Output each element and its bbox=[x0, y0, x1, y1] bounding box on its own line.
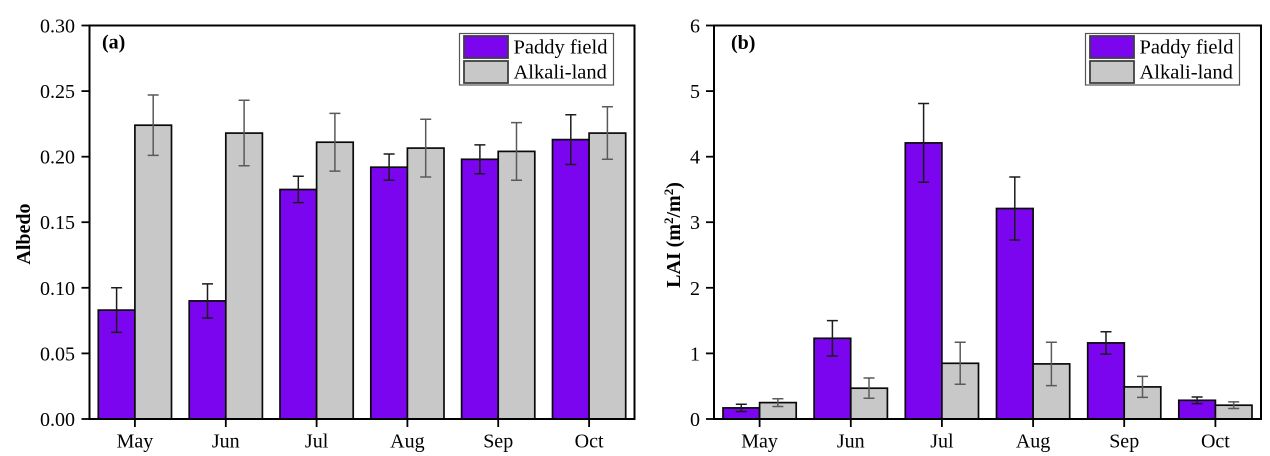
svg-text:5: 5 bbox=[690, 81, 700, 103]
svg-text:Sep: Sep bbox=[483, 431, 513, 453]
svg-text:Jun: Jun bbox=[837, 431, 865, 453]
svg-text:Oct: Oct bbox=[1201, 431, 1230, 453]
svg-text:0.30: 0.30 bbox=[40, 16, 75, 38]
svg-text:0.15: 0.15 bbox=[40, 212, 75, 234]
svg-text:3: 3 bbox=[690, 212, 700, 234]
svg-text:Aug: Aug bbox=[390, 431, 424, 453]
svg-text:0.20: 0.20 bbox=[40, 147, 75, 169]
svg-text:4: 4 bbox=[690, 147, 700, 169]
svg-text:(b): (b) bbox=[731, 32, 755, 54]
svg-text:Sep: Sep bbox=[1109, 431, 1139, 453]
svg-text:0: 0 bbox=[690, 409, 700, 431]
svg-text:Aug: Aug bbox=[1016, 431, 1050, 453]
svg-text:(a): (a) bbox=[102, 32, 125, 54]
svg-text:Albedo: Albedo bbox=[13, 203, 35, 264]
svg-text:Alkali-land: Alkali-land bbox=[514, 62, 607, 84]
svg-text:Jul: Jul bbox=[930, 431, 954, 453]
svg-text:2: 2 bbox=[690, 278, 700, 300]
svg-text:6: 6 bbox=[690, 16, 700, 38]
svg-text:0.00: 0.00 bbox=[40, 409, 75, 431]
svg-text:Jul: Jul bbox=[305, 431, 329, 453]
svg-text:May: May bbox=[741, 431, 778, 453]
svg-text:Alkali-land: Alkali-land bbox=[1140, 62, 1233, 84]
svg-text:Jun: Jun bbox=[212, 431, 240, 453]
svg-text:LAI (m2/m2): LAI (m2/m2) bbox=[661, 182, 685, 288]
svg-text:Paddy field: Paddy field bbox=[1140, 37, 1234, 59]
svg-text:Oct: Oct bbox=[575, 431, 604, 453]
svg-text:0.10: 0.10 bbox=[40, 278, 75, 300]
svg-text:0.25: 0.25 bbox=[40, 81, 75, 103]
svg-text:Paddy field: Paddy field bbox=[514, 37, 608, 59]
svg-text:1: 1 bbox=[690, 343, 700, 365]
svg-text:0.05: 0.05 bbox=[40, 343, 75, 365]
svg-text:May: May bbox=[117, 431, 154, 453]
